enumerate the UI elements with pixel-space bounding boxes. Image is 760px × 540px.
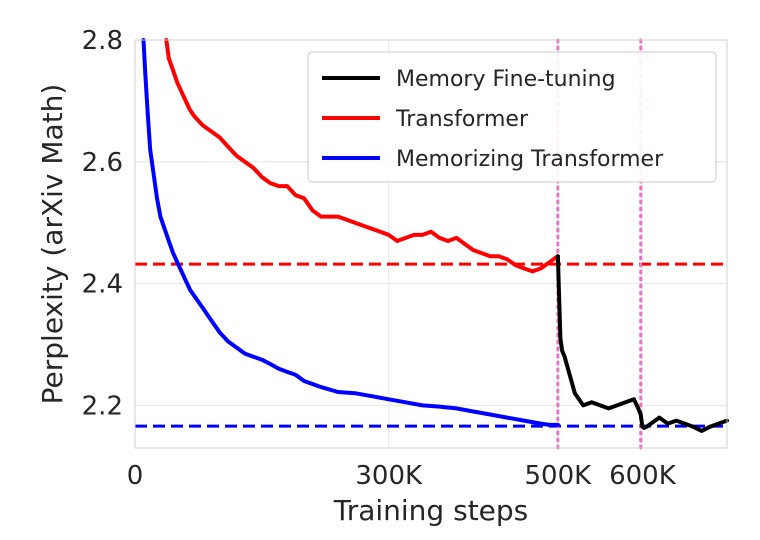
reference-lines bbox=[135, 38, 727, 450]
x-axis-label: Training steps bbox=[333, 494, 529, 527]
legend-label: Memorizing Transformer bbox=[396, 147, 664, 172]
legend-label: Memory Fine-tuning bbox=[396, 67, 616, 92]
y-tick-label: 2.2 bbox=[82, 391, 123, 421]
x-tick-label: 300K bbox=[355, 461, 423, 491]
y-axis-label: Perplexity (arXiv Math) bbox=[36, 84, 69, 405]
plot-frame bbox=[134, 39, 728, 449]
series-line-memory-fine-tuning bbox=[555, 254, 729, 433]
legend-label: Transformer bbox=[395, 107, 529, 132]
x-tick-label: 0 bbox=[127, 461, 144, 491]
series-line-transformer bbox=[164, 38, 560, 274]
series-line-memorizing-transformer bbox=[141, 38, 560, 427]
y-tick-label: 2.8 bbox=[82, 26, 123, 56]
y-tick-label: 2.6 bbox=[82, 148, 123, 178]
x-tick-label: 500K bbox=[525, 461, 593, 491]
legend-items: Memory Fine-tuning Transformer Memorizing … bbox=[322, 67, 664, 172]
y-tick-label: 2.4 bbox=[82, 270, 123, 300]
x-tick-label: 600K bbox=[609, 461, 677, 491]
tick-labels: 0 300K 500K 600K 2.2 2.4 2.6 2.8 bbox=[82, 26, 677, 491]
series-lines bbox=[141, 38, 729, 433]
legend-box bbox=[307, 51, 717, 183]
legend: Memory Fine-tuning Transformer Memorizing … bbox=[307, 51, 717, 183]
